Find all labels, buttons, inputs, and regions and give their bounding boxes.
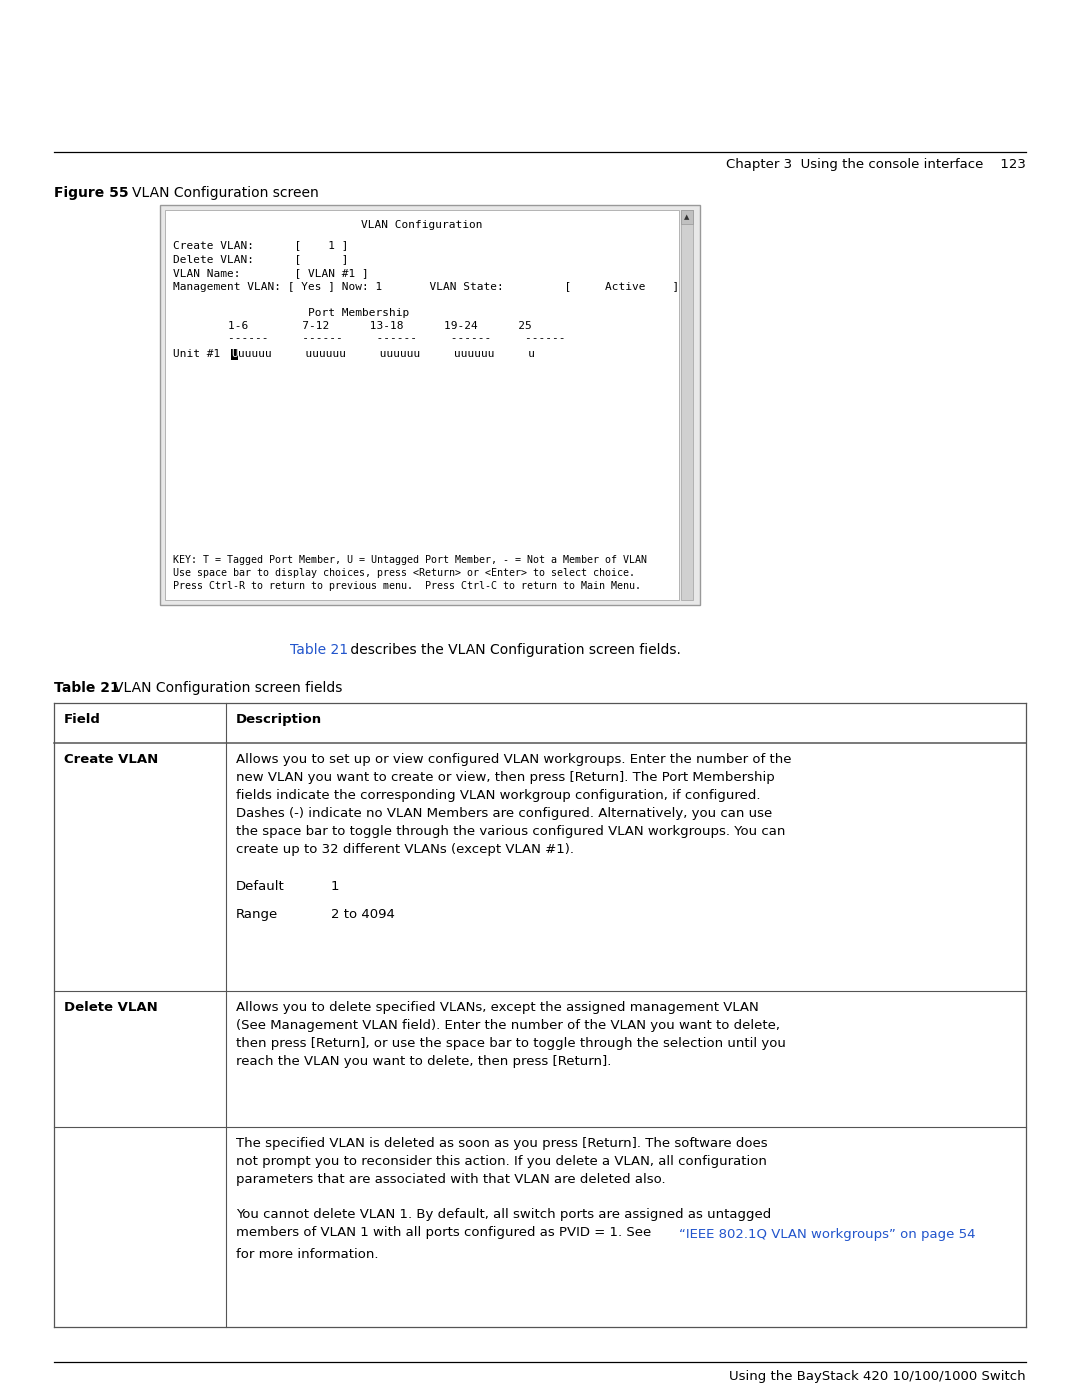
Text: uuuuu     uuuuuu     uuuuuu     uuuuuu     u: uuuuu uuuuuu uuuuuu uuuuuu u	[238, 349, 535, 359]
Text: Unit #1: Unit #1	[173, 349, 241, 359]
Text: 1: 1	[330, 880, 339, 893]
Text: ▲: ▲	[685, 214, 690, 219]
Text: Press Ctrl-R to return to previous menu.  Press Ctrl-C to return to Main Menu.: Press Ctrl-R to return to previous menu.…	[173, 581, 642, 591]
Text: Range: Range	[237, 908, 279, 921]
Text: You cannot delete VLAN 1. By default, all switch ports are assigned as untagged
: You cannot delete VLAN 1. By default, al…	[237, 1208, 771, 1239]
Text: ------     ------     ------     ------     ------: ------ ------ ------ ------ ------	[228, 332, 566, 344]
Text: for more information.: for more information.	[237, 1248, 378, 1261]
Text: Create VLAN:      [    1 ]: Create VLAN: [ 1 ]	[173, 240, 349, 250]
Text: Using the BayStack 420 10/100/1000 Switch: Using the BayStack 420 10/100/1000 Switc…	[729, 1370, 1026, 1383]
Text: Port Membership: Port Membership	[308, 307, 409, 319]
Text: Create VLAN: Create VLAN	[64, 753, 159, 766]
Text: KEY: T = Tagged Port Member, U = Untagged Port Member, - = Not a Member of VLAN: KEY: T = Tagged Port Member, U = Untagge…	[173, 555, 647, 564]
Text: Chapter 3  Using the console interface    123: Chapter 3 Using the console interface 12…	[726, 158, 1026, 170]
Bar	[681, 210, 693, 599]
Text: VLAN Configuration screen: VLAN Configuration screen	[132, 186, 319, 200]
Text: Delete VLAN: Delete VLAN	[64, 1002, 158, 1014]
Text: Table 21: Table 21	[291, 643, 348, 657]
Text: “IEEE 802.1Q VLAN workgroups” on page 54: “IEEE 802.1Q VLAN workgroups” on page 54	[678, 1228, 975, 1241]
Text: VLAN Name:        [ VLAN #1 ]: VLAN Name: [ VLAN #1 ]	[173, 268, 368, 278]
Bar	[231, 349, 238, 360]
Text: Management VLAN: [ Yes ] Now: 1       VLAN State:         [     Active    ]: Management VLAN: [ Yes ] Now: 1 VLAN Sta…	[173, 282, 679, 292]
Bar	[165, 210, 679, 599]
Text: Table 21: Table 21	[54, 680, 120, 694]
Text: The specified VLAN is deleted as soon as you press [Return]. The software does
n: The specified VLAN is deleted as soon as…	[237, 1137, 768, 1186]
Text: Field: Field	[64, 712, 100, 726]
Text: 2 to 4094: 2 to 4094	[330, 908, 395, 921]
Text: Allows you to delete specified VLANs, except the assigned management VLAN
(See M: Allows you to delete specified VLANs, ex…	[237, 1002, 786, 1067]
Text: VLAN Configuration: VLAN Configuration	[361, 219, 483, 231]
Text: VLAN Configuration screen fields: VLAN Configuration screen fields	[114, 680, 342, 694]
Bar	[681, 210, 693, 224]
Text: Default: Default	[237, 880, 285, 893]
Bar	[160, 205, 700, 605]
Text: Allows you to set up or view configured VLAN workgroups. Enter the number of the: Allows you to set up or view configured …	[237, 753, 792, 856]
Text: Figure 55: Figure 55	[54, 186, 129, 200]
Text: describes the VLAN Configuration screen fields.: describes the VLAN Configuration screen …	[346, 643, 680, 657]
Text: Description: Description	[237, 712, 322, 726]
Text: Delete VLAN:      [      ]: Delete VLAN: [ ]	[173, 254, 349, 264]
Text: 1-6        7-12      13-18      19-24      25: 1-6 7-12 13-18 19-24 25	[228, 321, 531, 331]
Text: Use space bar to display choices, press <Return> or <Enter> to select choice.: Use space bar to display choices, press …	[173, 569, 635, 578]
Text: U: U	[231, 349, 239, 359]
